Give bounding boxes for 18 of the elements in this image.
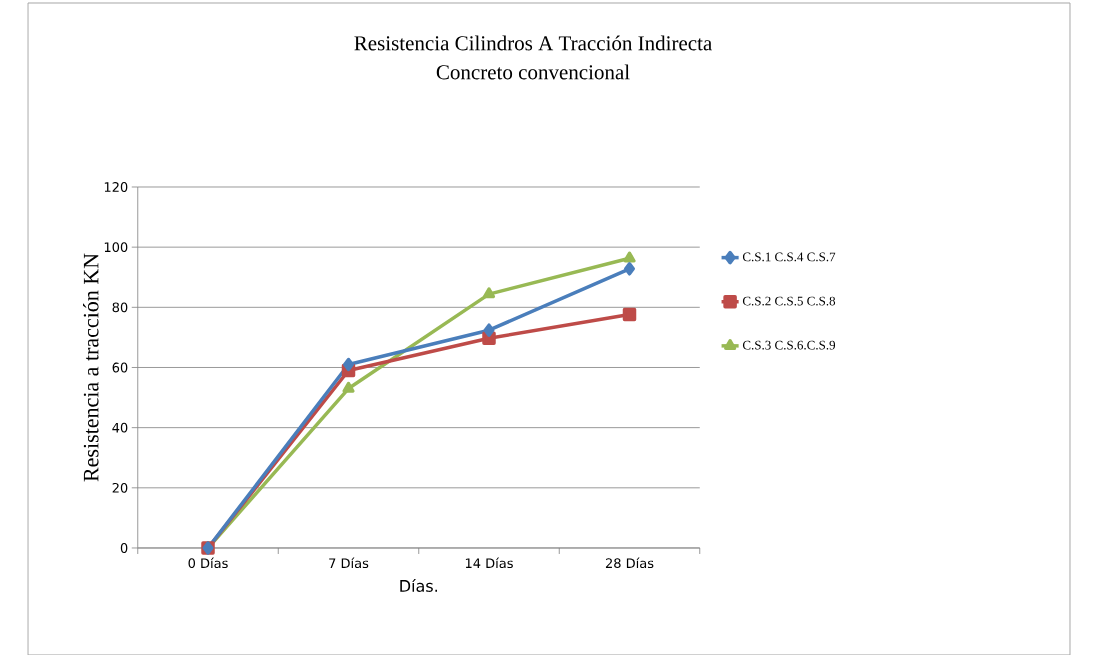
y-tick-label: 20 [112, 482, 128, 493]
x-tick-label: 0 Días [188, 557, 228, 568]
y-tick-label: 120 [104, 181, 128, 192]
y-tick-label: 0 [120, 542, 128, 553]
legend-label: C.S.1 C.S.4 C.S.7 [742, 252, 836, 262]
chart-subtitle: Concreto convencional [436, 64, 630, 80]
y-axis-title: Resistencia a tracción KN [83, 253, 99, 482]
x-tick-label: 14 Días [465, 557, 513, 568]
x-tick-label: 28 Días [605, 557, 654, 568]
y-tick-label: 100 [104, 242, 128, 252]
y-tick-label: 60 [112, 362, 128, 373]
y-tick-label: 40 [112, 422, 128, 433]
legend-label: C.S.2 C.S.5 C.S.8 [742, 296, 836, 306]
y-tick-label: 80 [112, 302, 128, 313]
chart-title: Resistencia Cilindros A Tracción Indirecta [354, 35, 712, 51]
x-tick-label: 7 Días [329, 557, 369, 568]
x-axis-title: Días. [400, 578, 438, 592]
legend-label: C.S.3 C.S.6.C.S.9 [742, 340, 836, 350]
